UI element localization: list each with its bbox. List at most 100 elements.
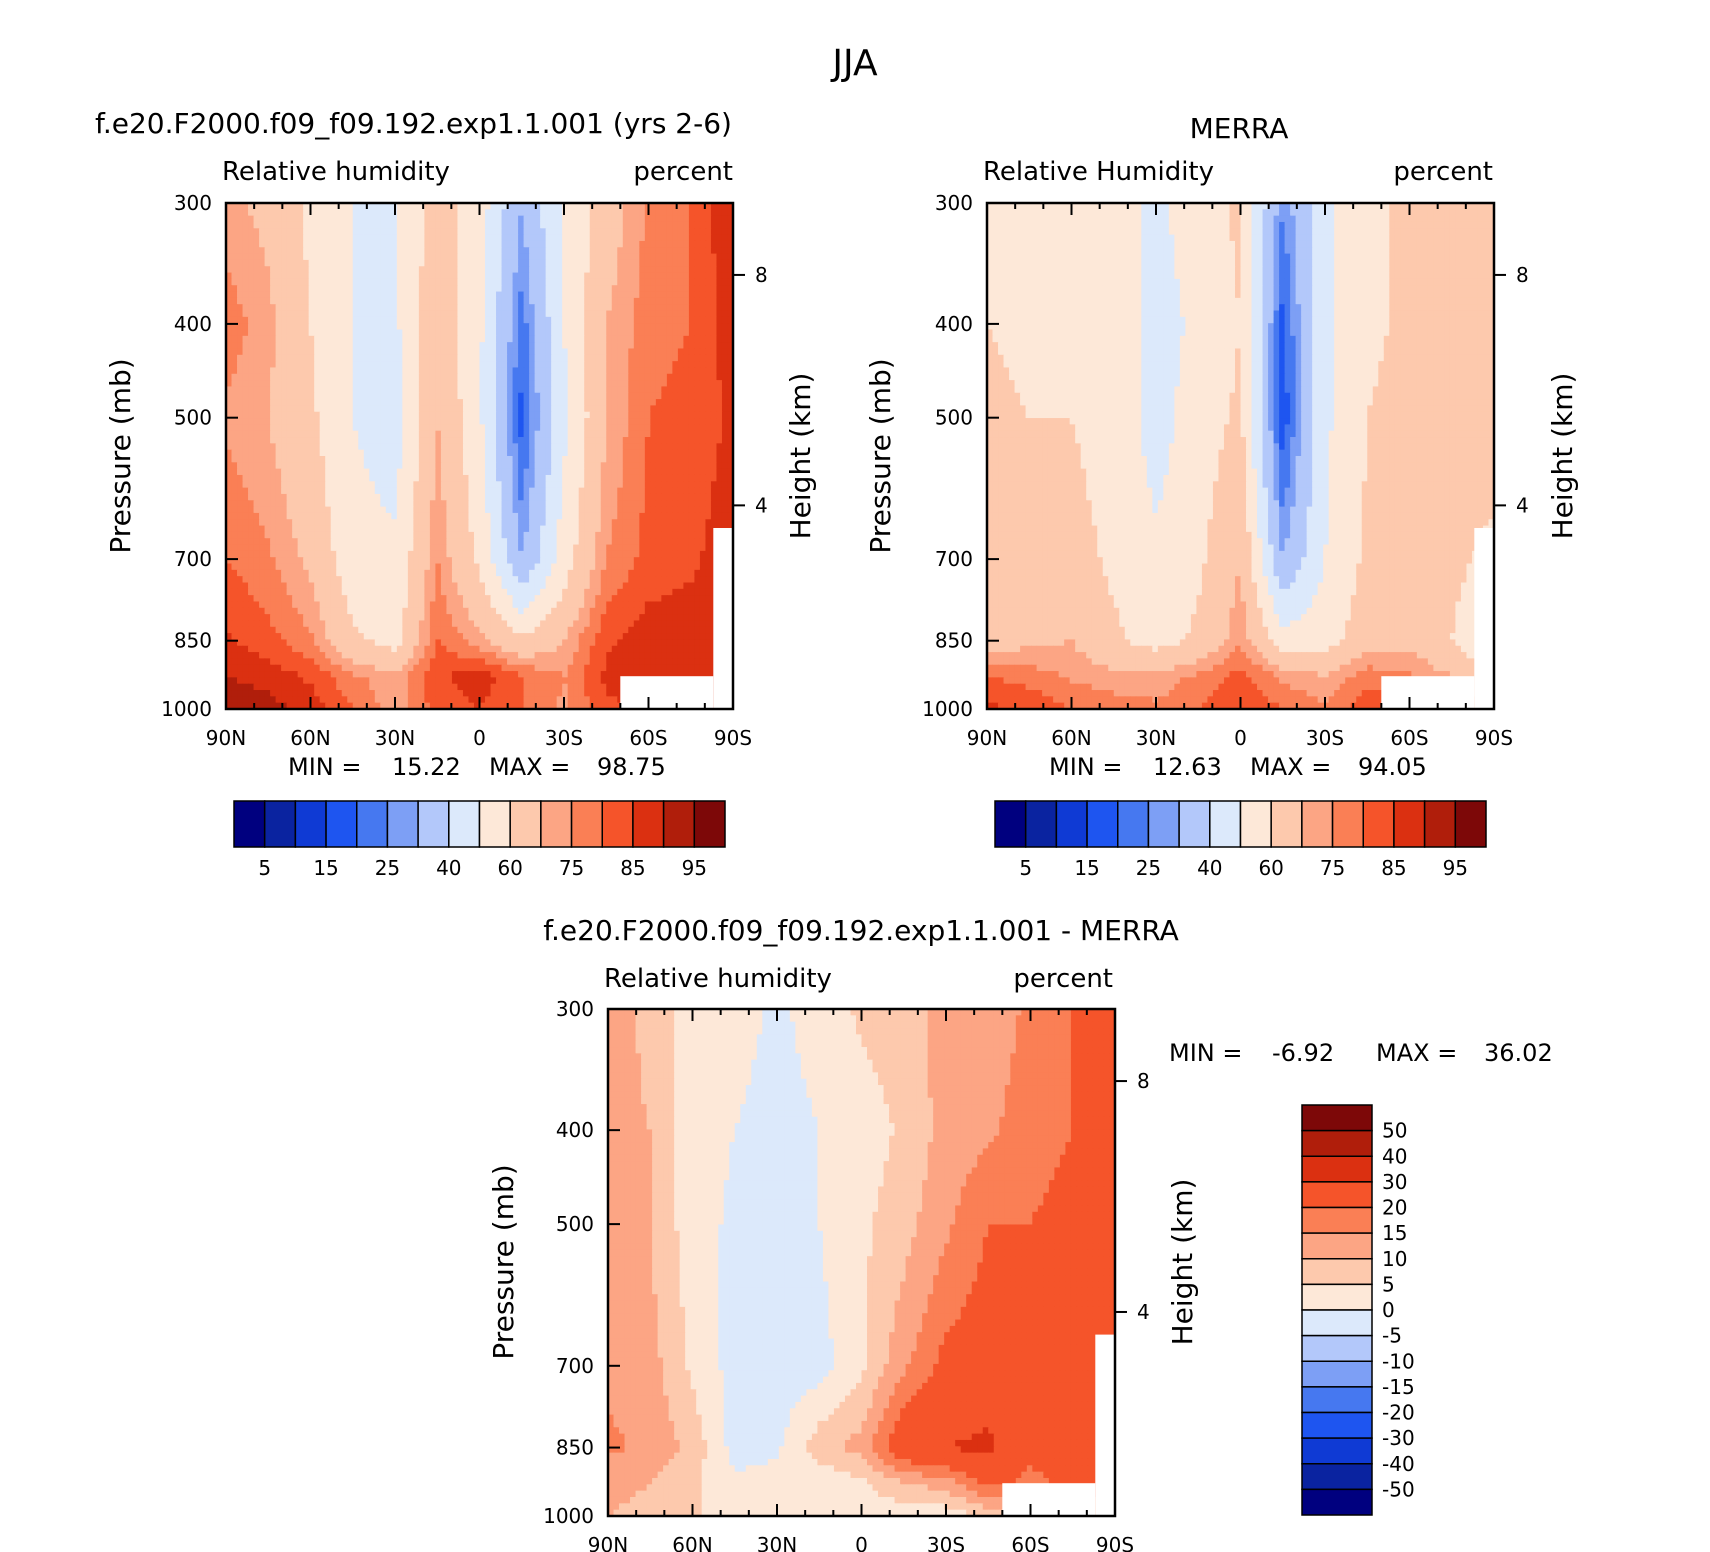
field-cell — [512, 386, 519, 394]
field-cell — [556, 493, 563, 501]
field-cell — [727, 348, 734, 356]
field-cell — [545, 538, 552, 546]
field-cell — [396, 424, 403, 432]
field-cell — [639, 304, 646, 312]
field-cell — [688, 500, 696, 508]
field-cell — [253, 380, 260, 388]
field-cell — [606, 392, 613, 400]
field-cell — [534, 474, 541, 482]
field-cell — [303, 361, 310, 369]
field-cell — [639, 247, 646, 255]
field-cell — [666, 405, 673, 413]
field-cell — [292, 228, 299, 236]
field-cell — [264, 316, 271, 324]
field-cell — [468, 291, 475, 299]
field-cell — [584, 367, 591, 375]
field-cell — [595, 519, 602, 527]
field-cell — [479, 487, 486, 495]
field-cell — [473, 437, 481, 444]
field-cell — [473, 487, 481, 495]
field-cell — [661, 386, 668, 394]
field-cell — [330, 418, 337, 425]
field-cell — [341, 493, 348, 501]
field-cell — [523, 342, 530, 350]
field-cell — [358, 512, 365, 520]
field-cell — [479, 500, 486, 508]
field-cell — [374, 323, 381, 331]
field-cell — [319, 367, 326, 375]
field-cell — [628, 329, 635, 337]
field-cell — [606, 531, 613, 539]
field-cell — [622, 259, 629, 267]
field-cell — [551, 348, 558, 356]
field-cell — [540, 367, 547, 375]
field-cell — [694, 367, 701, 375]
field-cell — [655, 272, 662, 280]
field-cell — [352, 221, 359, 229]
field-cell — [529, 437, 536, 444]
field-cell — [347, 285, 354, 293]
field-cell — [237, 487, 244, 495]
field-cell — [683, 487, 690, 495]
field-cell — [644, 418, 651, 425]
field-cell — [512, 323, 519, 331]
field-cell — [639, 266, 646, 274]
field-cell — [446, 380, 453, 388]
field-cell — [688, 354, 696, 362]
field-cell — [440, 361, 448, 369]
field-cell — [259, 247, 266, 255]
field-cell — [699, 342, 707, 350]
field-cell — [413, 304, 420, 312]
field-cell — [352, 430, 359, 438]
field-cell — [694, 342, 701, 350]
field-cell — [551, 291, 558, 299]
field-cell — [275, 209, 282, 217]
field-cell — [341, 272, 348, 280]
field-cell — [418, 519, 425, 527]
field-cell — [485, 462, 492, 470]
field-cell — [435, 253, 442, 261]
field-cell — [721, 228, 729, 236]
field-cell — [435, 468, 442, 476]
field-cell — [270, 367, 277, 375]
field-cell — [639, 392, 646, 400]
field-cell — [512, 297, 519, 305]
field-cell — [688, 386, 696, 394]
field-cell — [303, 209, 310, 217]
field-cell — [347, 481, 354, 489]
field-cell — [407, 203, 414, 210]
field-cell — [468, 500, 475, 508]
field-cell — [479, 272, 486, 280]
field-cell — [396, 247, 403, 255]
field-cell — [705, 323, 712, 331]
field-cell — [242, 456, 249, 463]
field-cell — [529, 424, 536, 432]
field-cell — [462, 519, 470, 527]
field-cell — [264, 354, 271, 362]
field-cell — [496, 456, 503, 463]
field-cell — [292, 519, 299, 527]
field-cell — [424, 399, 431, 406]
field-cell — [595, 285, 602, 293]
field-cell — [512, 373, 519, 381]
field-cell — [473, 519, 481, 527]
field-cell — [341, 329, 348, 337]
field-cell — [573, 405, 580, 413]
field-cell — [270, 443, 277, 451]
field-cell — [446, 228, 453, 236]
field-cell — [314, 285, 321, 293]
field-cell — [595, 367, 602, 375]
field-cell — [226, 380, 233, 388]
field-cell — [347, 221, 354, 229]
field-cell — [490, 443, 497, 451]
field-cell — [622, 525, 629, 533]
field-cell — [297, 512, 304, 520]
field-cell — [462, 424, 470, 432]
field-cell — [485, 335, 492, 343]
field-cell — [391, 411, 398, 419]
field-cell — [446, 234, 453, 242]
field-cell — [501, 418, 508, 425]
field-cell — [710, 209, 718, 217]
field-cell — [617, 418, 624, 425]
field-cell — [380, 525, 387, 533]
